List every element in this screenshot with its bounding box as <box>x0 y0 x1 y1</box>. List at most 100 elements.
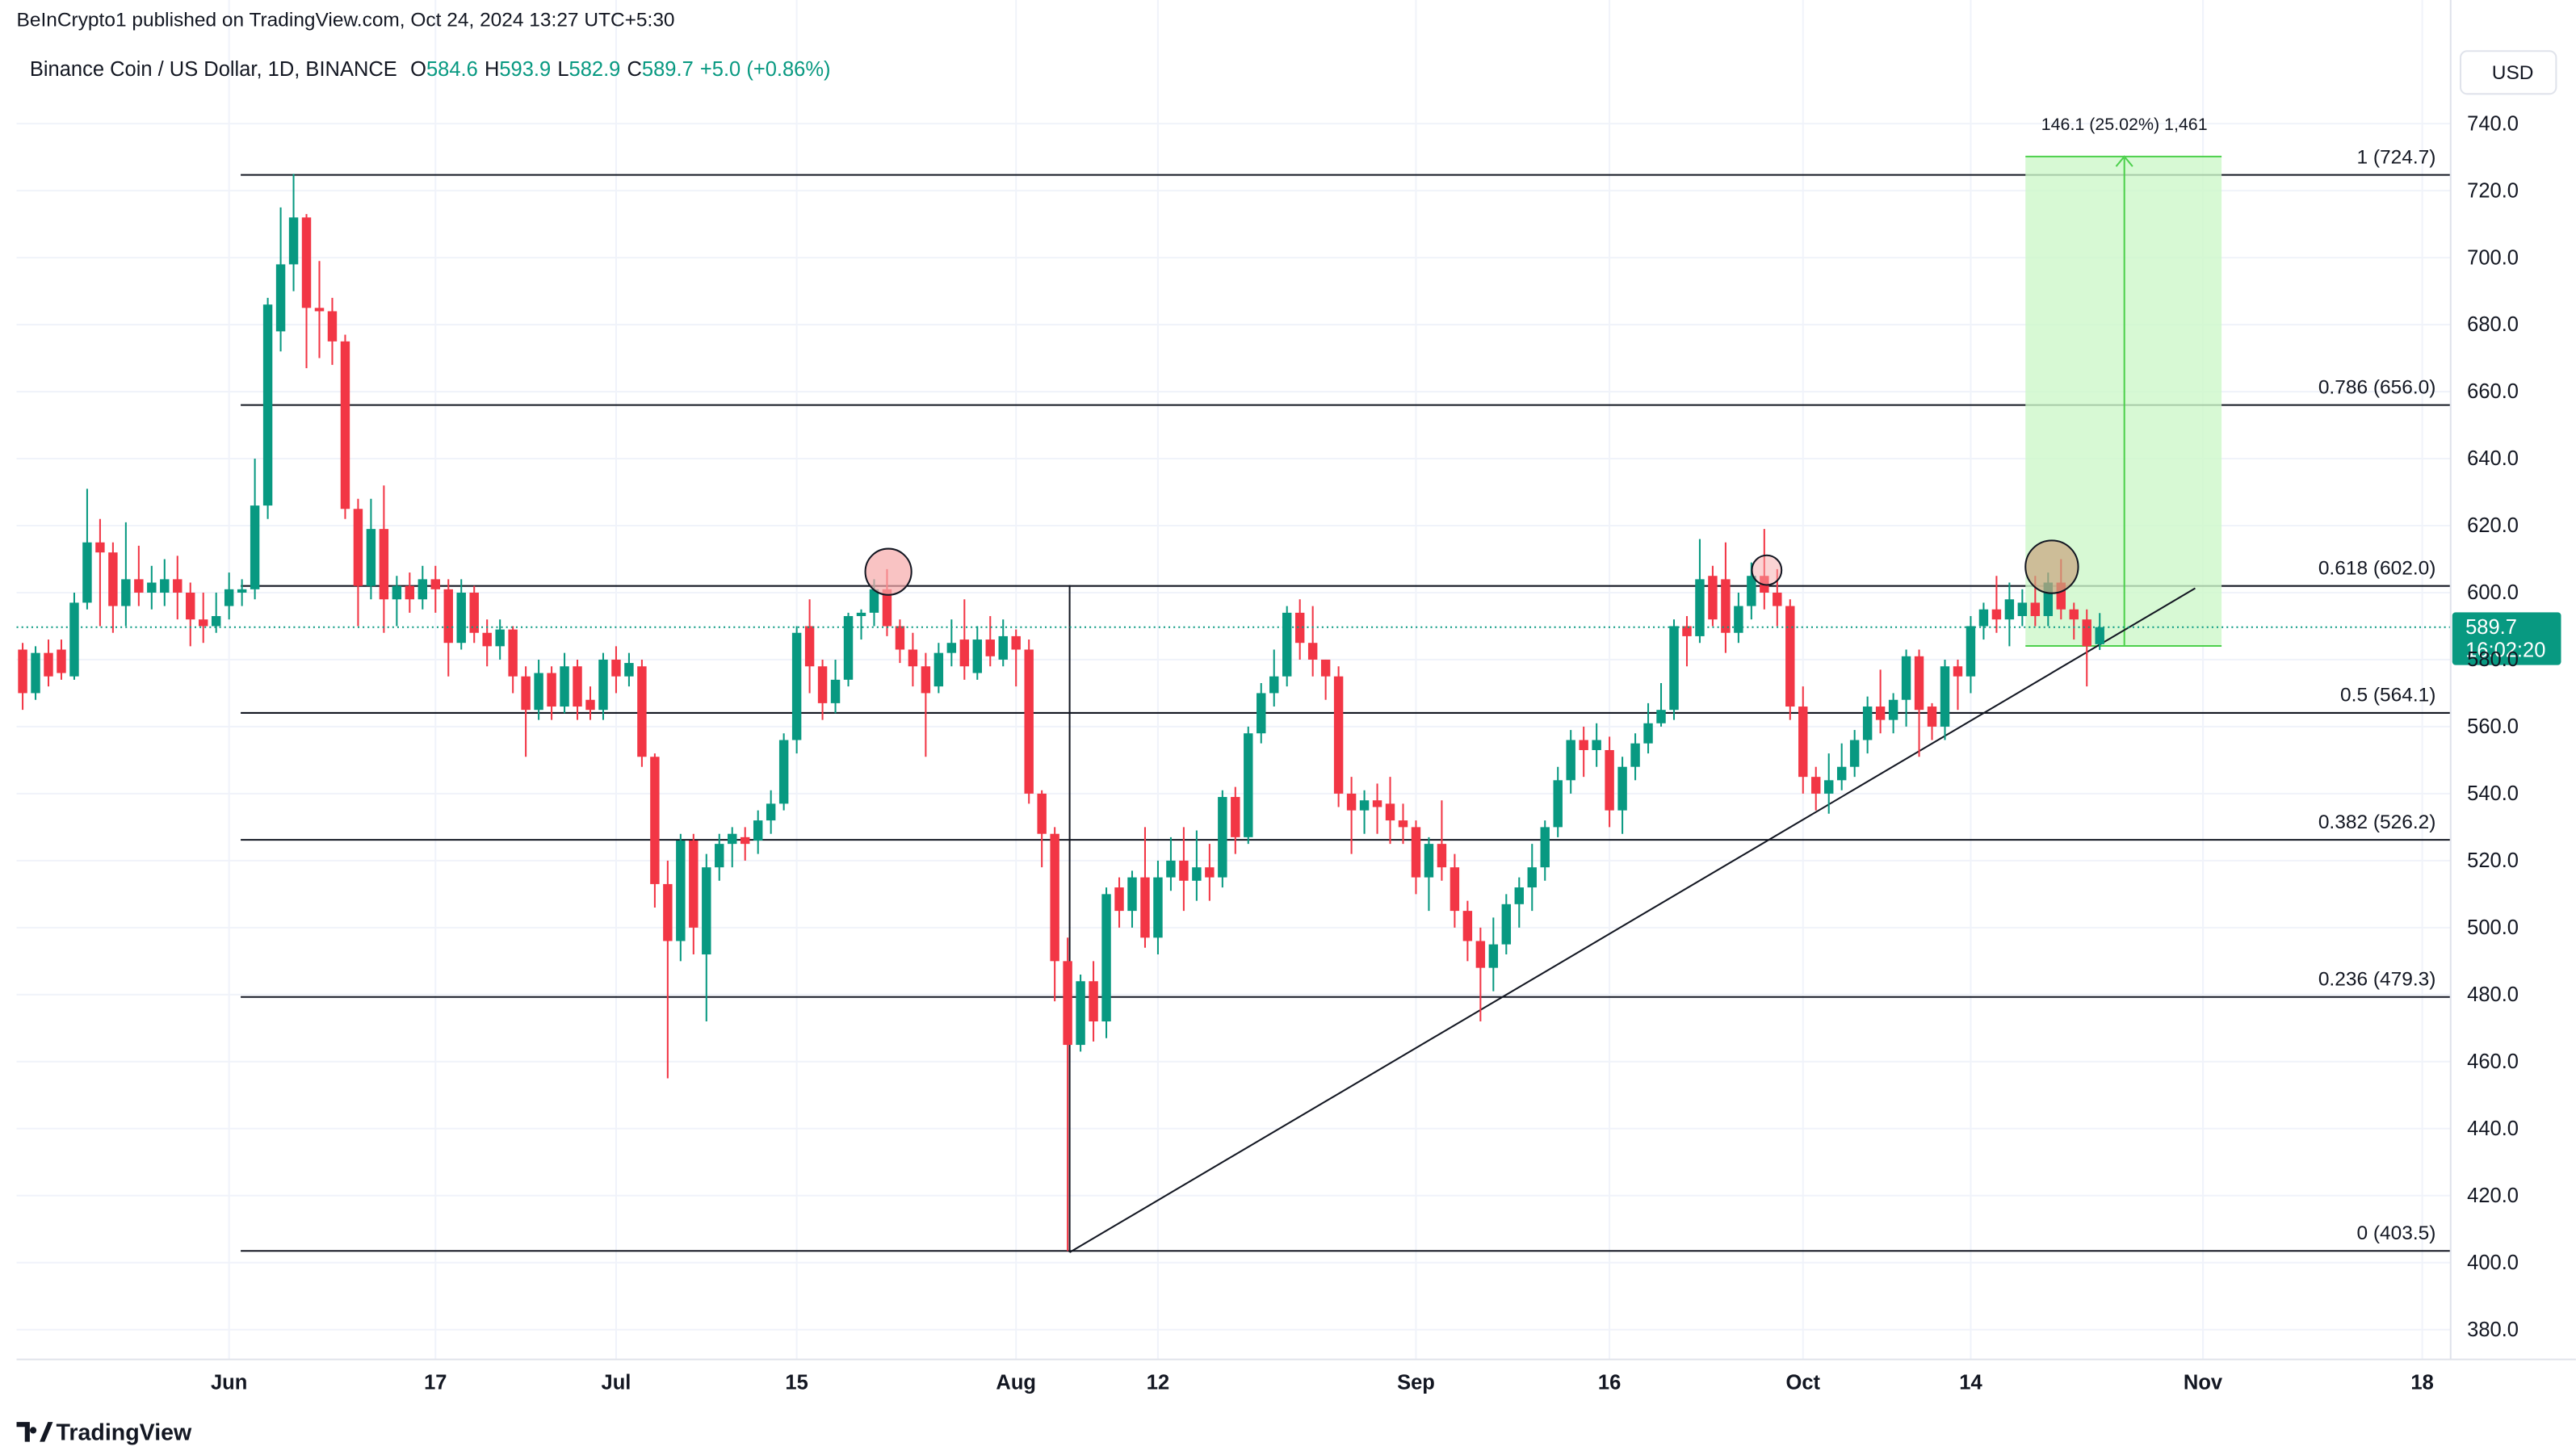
candle-body <box>1695 579 1705 636</box>
candle-body <box>1888 699 1898 720</box>
candle-body <box>1114 887 1124 912</box>
candle-body <box>1153 877 1163 938</box>
candle-body <box>1257 693 1266 734</box>
candle-body <box>1514 887 1525 904</box>
candle-body <box>895 626 905 650</box>
candle-body <box>753 820 763 841</box>
trend-line <box>1069 587 2196 1253</box>
ohlc-value: 589.7 <box>642 58 694 81</box>
candle-body <box>534 673 543 711</box>
candle-body <box>314 308 325 312</box>
candle-body <box>160 579 170 593</box>
candle-body <box>1307 643 1318 660</box>
countdown: 16:02:20 <box>2465 639 2545 661</box>
candle-body <box>766 803 776 821</box>
currency[interactable]: USD <box>2492 62 2534 84</box>
y-tick-label: 480.0 <box>2467 983 2519 1006</box>
y-tick-label: 620.0 <box>2467 514 2519 537</box>
candle-body <box>1269 676 1279 694</box>
x-tick-label: Aug <box>996 1371 1036 1394</box>
candle-body <box>1063 961 1072 1046</box>
candle-body <box>1089 981 1098 1022</box>
candle-body <box>495 629 505 647</box>
candle-body <box>31 652 40 694</box>
candle-body <box>689 840 699 928</box>
candle-body <box>650 757 660 884</box>
candle-body <box>1527 867 1537 888</box>
candle-body <box>908 649 918 667</box>
candle-body <box>82 542 92 603</box>
candle-body <box>1798 707 1808 778</box>
candle-body <box>1747 576 1756 606</box>
candle-body <box>1294 612 1305 644</box>
candle-body <box>869 589 879 613</box>
candle-body <box>882 589 892 627</box>
y-tick-label: 400.0 <box>2467 1252 2519 1274</box>
currency-button[interactable] <box>2459 50 2557 95</box>
candle-body <box>1617 766 1627 811</box>
candle-body <box>95 542 105 553</box>
x-tick-label: Sep <box>1397 1371 1435 1394</box>
candle-body <box>1011 635 1021 650</box>
brand: TradingView <box>57 1420 193 1446</box>
candle-body <box>2004 599 2015 620</box>
y-tick-label: 500.0 <box>2467 916 2519 939</box>
candle-body <box>147 582 157 593</box>
candle-body <box>1682 626 1692 636</box>
candle-body <box>2056 582 2066 610</box>
candle-body <box>1127 877 1137 912</box>
candle-body <box>1901 656 1911 700</box>
candle-body <box>972 639 983 673</box>
y-tick-label: 380.0 <box>2467 1319 2519 1341</box>
candle-body <box>1050 833 1059 962</box>
x-tick-label: 17 <box>424 1371 447 1394</box>
candle-body <box>186 592 195 620</box>
ohlc-key: O <box>410 58 426 81</box>
candle-body <box>1940 666 1950 727</box>
x-tick-label: Jul <box>602 1371 631 1394</box>
candle-body <box>1927 707 1937 727</box>
candle-body <box>69 602 79 677</box>
candle-body <box>250 505 260 589</box>
symbol-title: Binance Coin / US Dollar, 1D, BINANCE <box>30 58 397 81</box>
candle-body <box>1450 867 1460 912</box>
y-tick-label: 440.0 <box>2467 1117 2519 1140</box>
fib-retracement: 1 (724.7) 0.786 (656.0) 0.618 (602.0) 0.5 (… <box>241 146 2451 1252</box>
candle-body <box>237 589 247 593</box>
ohlc-value: 582.9 <box>569 58 621 81</box>
y-tick-label: 660.0 <box>2467 380 2519 403</box>
candle-body <box>327 311 338 342</box>
candle-body <box>1630 743 1640 767</box>
candle-body <box>1592 740 1601 750</box>
candle-body <box>702 867 711 955</box>
y-tick-label: 680.0 <box>2467 313 2519 336</box>
candle-body <box>443 589 453 644</box>
candle-body <box>959 639 970 667</box>
candle-body <box>469 592 479 633</box>
candle-body <box>2082 619 2091 647</box>
candle-body <box>1721 579 1731 633</box>
candle-body <box>199 619 208 627</box>
candle-body <box>1218 797 1227 878</box>
candle-body <box>804 626 815 667</box>
candle-body <box>1501 904 1512 945</box>
candle-body <box>121 579 131 606</box>
candle-body <box>1656 710 1666 723</box>
x-tick-label: 14 <box>1959 1371 1982 1394</box>
candle-body <box>1966 626 1976 677</box>
fib-label: 0.618 (602.0) <box>2318 557 2436 579</box>
candle-body <box>1346 793 1357 811</box>
ohlc-value: 584.6 <box>426 58 478 81</box>
symbol-header: Binance Coin / US Dollar, 1D, BINANCE O58… <box>30 58 831 81</box>
candle-body <box>1475 941 1486 968</box>
candle-body <box>1437 844 1447 868</box>
candle-body <box>379 529 389 600</box>
ohlc-key: L <box>557 58 568 81</box>
price-change: +5.0 (+0.86%) <box>700 58 831 81</box>
candle-body <box>1708 576 1718 620</box>
ohlc-key: C <box>627 58 642 81</box>
candle-body <box>663 883 673 941</box>
candle-body <box>1643 723 1653 744</box>
candle-body <box>1773 592 1782 606</box>
axes: 380.0 400.0 420.0 440.0 460.0 480.0 500.0 520.0… <box>211 112 2519 1394</box>
